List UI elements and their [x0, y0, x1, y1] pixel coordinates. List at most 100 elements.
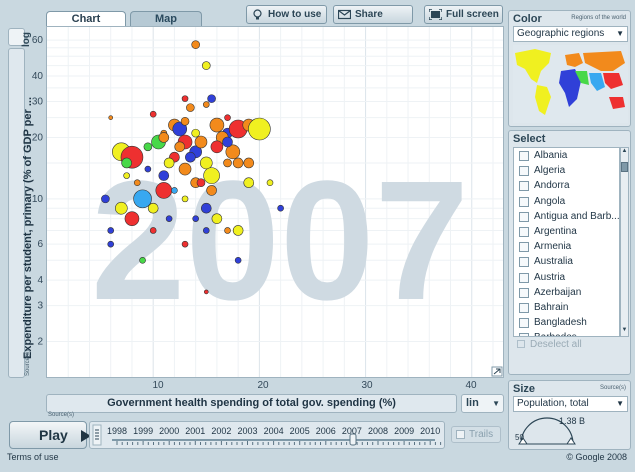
country-bubble[interactable]: [277, 204, 284, 212]
timeline-year-label[interactable]: 2008: [367, 426, 389, 436]
trails-toggle[interactable]: Trails: [451, 426, 501, 443]
deselect-all-checkbox[interactable]: [517, 340, 525, 348]
country-bubble[interactable]: [199, 156, 213, 170]
bubble-chart[interactable]: 2007 60 40 30 20 10 6 4 3 2: [32, 27, 503, 377]
country-bubble[interactable]: [172, 121, 188, 137]
country-bubble[interactable]: [224, 227, 231, 234]
country-item[interactable]: Bangladesh: [514, 315, 619, 330]
tab-map[interactable]: Map: [130, 11, 202, 27]
region-south-asia[interactable]: [589, 73, 605, 91]
country-bubble[interactable]: [107, 227, 115, 234]
country-list[interactable]: Albania Algeria Andorra Angola Antigua and B…: [513, 147, 620, 337]
country-bubble[interactable]: [191, 128, 200, 138]
timeline-year-label[interactable]: 2004: [263, 426, 284, 436]
scroll-up-icon[interactable]: ▲: [621, 148, 628, 154]
country-item[interactable]: Barbados: [514, 330, 619, 336]
country-checkbox[interactable]: [519, 226, 529, 237]
world-region-map[interactable]: [513, 45, 628, 123]
country-bubble[interactable]: [158, 170, 170, 181]
source-link[interactable]: Source(s): [25, 349, 31, 376]
country-bubble[interactable]: [202, 227, 210, 234]
timeline-year-label[interactable]: 1998: [106, 426, 128, 436]
country-checkbox[interactable]: [519, 211, 529, 222]
country-bubble[interactable]: [243, 177, 255, 189]
country-checkbox[interactable]: [519, 151, 529, 161]
timeline-year-label[interactable]: 2006: [315, 426, 336, 436]
size-gauge[interactable]: 1.38 B 50: [513, 414, 628, 448]
region-americas-south[interactable]: [535, 85, 551, 115]
y-scale-toggle[interactable]: log: [8, 28, 32, 47]
country-bubble[interactable]: [121, 157, 132, 169]
country-item[interactable]: Algeria: [514, 163, 619, 178]
country-bubble[interactable]: [115, 201, 128, 215]
timeline-slider[interactable]: 1998 1999 2000 2001 2002 2003 2004 2005 2006 2007…: [89, 421, 445, 449]
full-screen-button[interactable]: Full screen: [424, 5, 503, 24]
country-bubble[interactable]: [202, 101, 210, 108]
country-bubble[interactable]: [191, 40, 200, 49]
country-bubble[interactable]: [194, 135, 208, 149]
country-bubble[interactable]: [155, 182, 173, 199]
country-bubble[interactable]: [143, 142, 153, 152]
country-bubble[interactable]: [203, 289, 209, 295]
country-item[interactable]: Australia: [514, 254, 619, 269]
country-bubble[interactable]: [133, 179, 141, 187]
country-checkbox[interactable]: [519, 333, 529, 336]
country-bubble[interactable]: [248, 117, 271, 141]
region-middle-east[interactable]: [575, 71, 589, 85]
country-bubble[interactable]: [139, 257, 146, 264]
country-bubble[interactable]: [174, 141, 186, 153]
timeline-year-label[interactable]: 1999: [133, 426, 154, 436]
country-bubble[interactable]: [149, 110, 157, 118]
country-list-scrollbar[interactable]: ▲ ▼: [620, 147, 629, 337]
country-bubble[interactable]: [181, 240, 189, 248]
timeline-year-label[interactable]: 2000: [159, 426, 180, 436]
country-checkbox[interactable]: [519, 302, 529, 313]
tab-chart[interactable]: Chart: [46, 11, 126, 27]
country-bubble[interactable]: [163, 157, 175, 169]
country-bubble[interactable]: [181, 95, 189, 102]
country-bubble[interactable]: [144, 165, 152, 173]
country-bubble[interactable]: [147, 202, 159, 214]
country-checkbox[interactable]: [519, 196, 529, 207]
country-item[interactable]: Angola: [514, 194, 619, 209]
region-oceania[interactable]: [609, 97, 625, 109]
country-bubble[interactable]: [149, 227, 157, 234]
resize-corner-icon[interactable]: [491, 366, 503, 377]
terms-link[interactable]: Terms of use: [7, 452, 59, 462]
timeline-year-label[interactable]: 2002: [211, 426, 232, 436]
country-bubble[interactable]: [192, 215, 199, 222]
timeline-year-label[interactable]: 2003: [237, 426, 258, 436]
country-bubble[interactable]: [101, 194, 110, 204]
country-checkbox[interactable]: [519, 181, 529, 192]
how-to-use-button[interactable]: How to use: [246, 5, 327, 24]
country-checkbox[interactable]: [519, 166, 529, 177]
country-bubble[interactable]: [243, 157, 255, 169]
size-panel-source[interactable]: Source(s): [599, 385, 626, 391]
country-bubble[interactable]: [206, 185, 217, 196]
timeline-handle[interactable]: [349, 433, 357, 446]
country-item[interactable]: Armenia: [514, 239, 619, 254]
region-africa[interactable]: [559, 69, 581, 107]
timeline-year-label[interactable]: 2005: [289, 426, 310, 436]
country-item[interactable]: Bahrain: [514, 300, 619, 315]
speed-icon[interactable]: [92, 424, 102, 446]
country-bubble[interactable]: [171, 187, 178, 194]
country-item[interactable]: Azerbaijan: [514, 285, 619, 300]
country-checkbox[interactable]: [519, 287, 529, 298]
country-checkbox[interactable]: [519, 318, 529, 329]
scrollbar-thumb[interactable]: [621, 162, 628, 172]
color-dropdown[interactable]: Geographic regions ▼: [513, 26, 628, 42]
country-bubble[interactable]: [232, 225, 244, 236]
source-link[interactable]: Source(s): [48, 412, 75, 418]
country-bubble[interactable]: [181, 195, 189, 203]
country-bubble[interactable]: [185, 151, 196, 163]
country-checkbox[interactable]: [519, 242, 529, 253]
region-asia-north[interactable]: [583, 51, 625, 71]
country-item[interactable]: Austria: [514, 270, 619, 285]
country-bubble[interactable]: [224, 114, 231, 121]
scroll-down-icon[interactable]: ▼: [621, 327, 628, 333]
region-americas-north[interactable]: [515, 49, 551, 83]
timeline-year-label[interactable]: 2009: [394, 426, 415, 436]
country-bubble[interactable]: [209, 117, 225, 133]
country-checkbox[interactable]: [519, 272, 529, 283]
